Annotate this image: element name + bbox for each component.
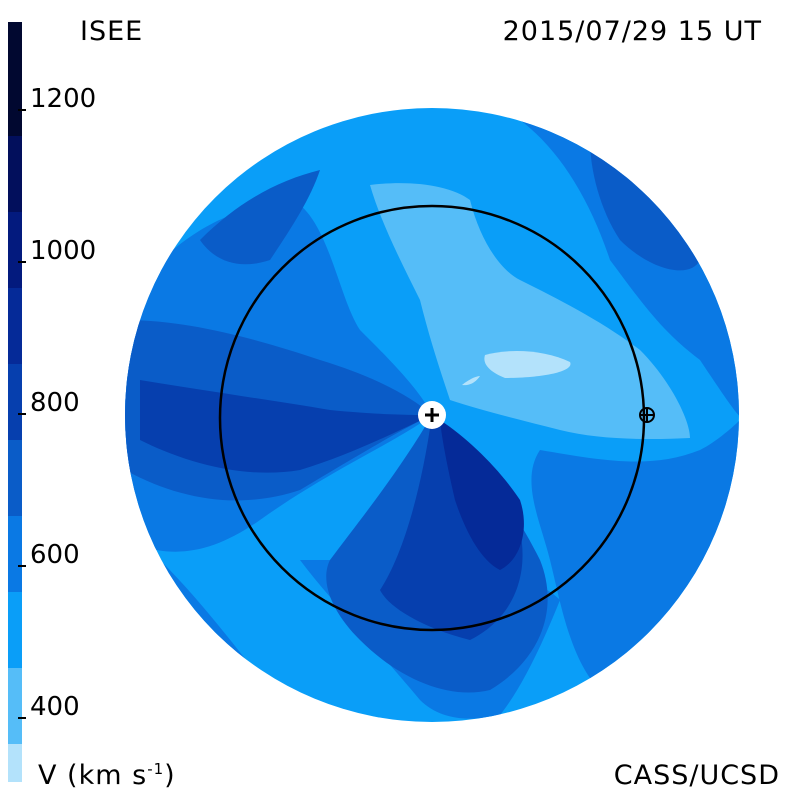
units-label: V (km s-1)	[38, 760, 176, 791]
darkest-jet	[440, 420, 524, 570]
colorbar-ticks	[18, 109, 26, 719]
colorbar-tick-label: 1200	[30, 84, 97, 114]
velocity-disk	[125, 108, 739, 722]
observatory-label: ISEE	[80, 16, 144, 47]
timestamp-label: 2015/07/29 15 UT	[502, 16, 762, 47]
units-label-close: )	[164, 760, 176, 791]
units-label-exponent: -1	[147, 760, 165, 778]
colorbar-tick-label: 800	[30, 388, 80, 418]
units-label-text: V (km s	[38, 760, 148, 791]
colorbar-band	[8, 212, 22, 288]
colorbar-band	[8, 744, 22, 782]
colorbar-tick-label: 600	[30, 540, 80, 570]
colorbar-band	[8, 136, 22, 212]
colorbar-band	[8, 288, 22, 364]
pale-streak	[484, 350, 571, 378]
deep-arm-northwest	[200, 170, 320, 265]
velocity-colorbar	[8, 22, 22, 782]
light-region-north	[370, 183, 690, 440]
colorbar-band	[8, 592, 22, 668]
earth-crosshair-icon	[639, 407, 655, 423]
credit-label: CASS/UCSD	[613, 760, 780, 791]
colorbar-tick-label: 400	[30, 692, 80, 722]
darker-arm-west	[140, 380, 432, 473]
colorbar-band	[8, 516, 22, 592]
earth-orbit-circle	[218, 204, 646, 632]
colorbar-tick-label: 1000	[30, 236, 97, 266]
deep-arm-northeast	[590, 140, 700, 271]
colorbar-band	[8, 364, 22, 440]
colorbar-band	[8, 22, 22, 136]
sun-plus-icon	[418, 401, 446, 429]
pale-sliver	[462, 376, 480, 386]
colorbar-band	[8, 668, 22, 744]
colorbar-band	[8, 440, 22, 516]
